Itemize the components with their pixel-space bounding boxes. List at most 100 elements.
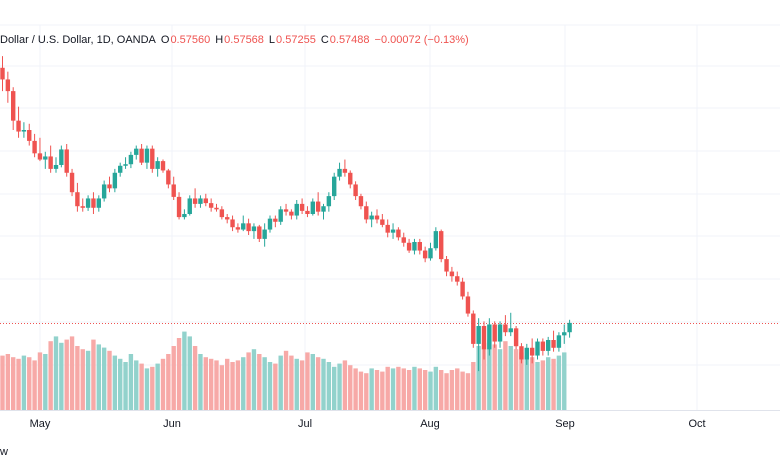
volume-bar: [460, 371, 465, 410]
candlesticks: [0, 56, 572, 372]
candle-body: [321, 206, 326, 212]
volume-bar: [535, 362, 540, 410]
volume-bar: [150, 366, 155, 410]
volume-bar: [37, 352, 43, 410]
volume-bar: [225, 358, 230, 410]
volume-bar: [289, 355, 294, 410]
candle-body: [465, 296, 471, 314]
volume-bar: [69, 336, 75, 410]
volume-bar: [481, 342, 487, 410]
candle-body: [96, 198, 101, 208]
volume-bar: [422, 370, 428, 410]
candle-body: [203, 198, 208, 204]
candle-body: [422, 250, 428, 259]
volume-bar: [203, 357, 208, 410]
candle-body: [299, 203, 305, 211]
volume-bar: [353, 368, 358, 410]
volume-bar: [80, 349, 85, 410]
volume-bar: [48, 341, 53, 410]
candle-body: [118, 165, 123, 173]
volume-bar: [439, 370, 444, 410]
volume-bar: [337, 363, 342, 410]
volume-bar: [283, 350, 289, 410]
close-label: C: [320, 34, 329, 46]
volume-bar: [374, 370, 380, 410]
volume-bar: [208, 358, 214, 410]
candle-body: [198, 198, 203, 204]
volume-bar: [96, 344, 101, 410]
volume-bar: [551, 358, 556, 410]
candle-body: [32, 140, 37, 154]
volume-bar: [326, 362, 332, 410]
candle-body: [112, 172, 118, 189]
candle-body: [401, 237, 406, 243]
volume-bar: [219, 365, 225, 410]
candle-body: [567, 322, 572, 333]
candle-body: [294, 203, 299, 216]
candle-body: [160, 161, 166, 171]
candle-body: [107, 184, 112, 189]
volume-bar: [64, 339, 69, 410]
volume-bar: [11, 357, 16, 410]
candle-body: [551, 340, 556, 348]
symbol-title[interactable]: Dollar / U.S. Dollar, 1D, OANDA: [0, 34, 156, 46]
volume-bar: [16, 358, 21, 410]
volume-bar: [294, 358, 299, 410]
volume-bar: [198, 354, 203, 410]
candle-body: [85, 198, 91, 208]
candle-body: [192, 198, 198, 204]
candle-body: [187, 198, 192, 214]
volume-bar: [444, 373, 449, 410]
volume-bar: [513, 349, 519, 410]
open-value: 0.57560: [170, 34, 211, 46]
open-label: O: [160, 34, 170, 46]
candle-body: [444, 259, 449, 272]
volume-bar: [107, 350, 112, 410]
volume-bar: [192, 346, 198, 410]
volume-bar: [241, 357, 246, 410]
close-value: 0.57488: [329, 34, 370, 46]
candle-body: [182, 214, 187, 218]
volume-bar: [305, 352, 310, 410]
x-tick-label: Sep: [555, 418, 575, 430]
volume-bar: [315, 357, 321, 410]
candle-body: [80, 206, 85, 208]
candle-body: [139, 148, 144, 163]
candle-body: [406, 242, 412, 251]
volume-bar: [112, 355, 118, 410]
candle-body: [455, 276, 460, 282]
candle-body: [176, 196, 182, 218]
volume-bar: [75, 346, 80, 410]
candle-body: [262, 229, 267, 239]
candle-body: [481, 326, 487, 350]
volume-bar: [299, 360, 305, 410]
volume-bar: [529, 357, 535, 410]
volume-bar: [492, 344, 497, 410]
volume-bar: [0, 355, 5, 410]
candle-body: [53, 165, 59, 169]
volume-bar: [396, 366, 401, 410]
candle-body: [208, 203, 214, 208]
candle-body: [380, 219, 385, 225]
volume-bar: [497, 349, 503, 410]
candle-body: [428, 248, 433, 259]
volume-bar: [166, 354, 171, 410]
candle-body: [267, 218, 273, 230]
x-tick-label: May: [30, 418, 51, 430]
candle-body: [43, 156, 48, 160]
volume-bar: [524, 355, 529, 410]
candle-body: [492, 324, 497, 342]
candle-body: [75, 192, 80, 207]
candle-body: [524, 347, 529, 360]
candle-body: [513, 328, 519, 347]
volume-bar: [321, 358, 326, 410]
volume-bar: [364, 373, 369, 410]
volume-bar: [556, 355, 562, 410]
volume-bar: [540, 360, 546, 410]
candle-body: [59, 149, 64, 165]
candle-body: [91, 198, 96, 208]
volume-bar: [160, 358, 166, 410]
candle-body: [390, 229, 396, 233]
candle-body: [348, 172, 353, 185]
